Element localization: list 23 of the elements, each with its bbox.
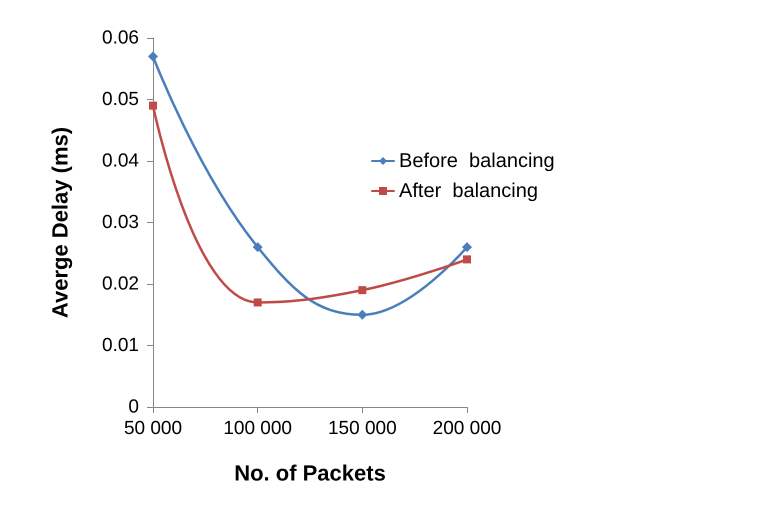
legend-label: Before balancing bbox=[399, 150, 555, 172]
y-tick-label: 0.02 bbox=[102, 274, 139, 294]
point bbox=[462, 242, 472, 252]
y-tick-label: 0.06 bbox=[102, 28, 139, 48]
x-tick-label: 100 000 bbox=[223, 418, 292, 439]
legend-label: After balancing bbox=[399, 180, 538, 202]
point bbox=[252, 242, 263, 252]
point bbox=[463, 255, 471, 264]
point bbox=[358, 286, 366, 294]
y-tick-label: 0 bbox=[128, 396, 139, 418]
y-tick-label: 0.01 bbox=[102, 335, 139, 356]
point bbox=[254, 298, 262, 306]
x-axis-title: No. of Packets bbox=[234, 460, 386, 486]
x-tick-label: 200 000 bbox=[432, 418, 502, 439]
point bbox=[148, 51, 158, 62]
y-tick-label: 0.05 bbox=[102, 89, 139, 110]
y-tick-label: 0.03 bbox=[102, 212, 139, 233]
y-axis-title: Averge Delay (ms) bbox=[48, 126, 72, 318]
point bbox=[357, 310, 368, 320]
x-tick-label: 50 000 bbox=[124, 418, 182, 439]
point bbox=[149, 102, 157, 110]
y-tick-label: 0.04 bbox=[102, 150, 140, 172]
x-tick-label: 150 000 bbox=[328, 418, 397, 439]
